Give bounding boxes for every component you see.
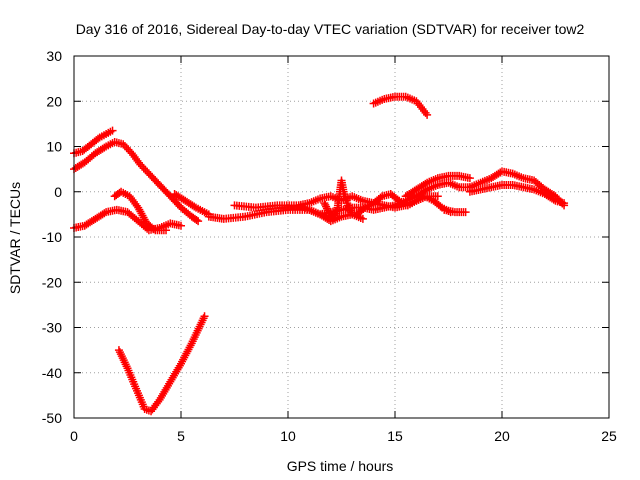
y-tick-label: -10 — [42, 229, 62, 245]
data-point — [346, 206, 355, 215]
data-point — [433, 192, 442, 201]
x-tick-label: 10 — [280, 428, 296, 444]
y-tick-label: -40 — [42, 365, 62, 381]
y-tick-label: -20 — [42, 274, 62, 290]
data-point — [136, 160, 145, 169]
data-point — [108, 126, 117, 135]
data-point — [549, 195, 558, 204]
y-axis-label: SDTVAR / TECUs — [7, 182, 23, 294]
y-tick-label: 20 — [46, 93, 62, 109]
data-point — [328, 214, 337, 223]
x-tick-label: 5 — [177, 428, 185, 444]
data-point — [120, 142, 129, 151]
data-point — [177, 221, 185, 230]
data-point — [320, 199, 329, 208]
series-arc-8 — [294, 201, 367, 226]
data-point — [141, 166, 150, 175]
x-tick-label: 20 — [494, 428, 510, 444]
y-tick-label: 10 — [46, 139, 62, 155]
axis-ticks: 0 5 10 15 20 25 30 20 10 0 -10 -20 -30 -40 -50 — [42, 48, 617, 444]
series-arc-9 — [320, 176, 357, 223]
chart-title: Day 316 of 2016, Sidereal Day-to-day VTE… — [76, 21, 585, 37]
grid — [74, 56, 609, 418]
y-tick-label: -30 — [42, 320, 62, 336]
data-point — [192, 216, 201, 225]
data-point — [322, 202, 331, 211]
data-point — [122, 143, 131, 152]
data-point — [321, 200, 330, 209]
data-point — [329, 213, 338, 222]
data-point — [347, 208, 356, 217]
y-tick-label: 30 — [46, 48, 62, 64]
data-point — [100, 209, 109, 218]
series-arc-16 — [114, 312, 209, 416]
series-arc-4 — [110, 187, 171, 235]
y-tick-label: 0 — [54, 184, 62, 200]
data-point — [560, 199, 569, 208]
series-arc-1 — [70, 126, 117, 158]
x-tick-label: 25 — [601, 428, 617, 444]
data-point — [345, 204, 354, 213]
series-arc-2 — [70, 137, 203, 226]
y-tick-label: -50 — [42, 410, 62, 426]
data-point — [358, 214, 367, 223]
x-tick-label: 0 — [70, 428, 78, 444]
data-point — [344, 203, 353, 212]
series-arc-11 — [401, 171, 474, 201]
data-point — [322, 204, 331, 213]
data-point — [138, 162, 147, 171]
data-point — [119, 140, 128, 149]
series-arc-15 — [369, 92, 432, 119]
series-arc-10 — [352, 190, 455, 219]
series-arc-14 — [465, 180, 569, 208]
data-point — [200, 312, 209, 321]
x-axis-label: GPS time / hours — [287, 458, 394, 474]
data-point — [343, 201, 352, 210]
data-point — [332, 207, 341, 216]
data-point — [149, 224, 158, 233]
x-tick-label: 15 — [387, 428, 403, 444]
data-point — [423, 110, 432, 119]
data-point — [331, 209, 340, 218]
data-points — [70, 92, 569, 416]
series-arc-5 — [170, 190, 213, 219]
data-point — [465, 174, 474, 183]
series-arc-12 — [440, 205, 470, 217]
data-point — [162, 226, 171, 235]
plot-frame — [73, 55, 610, 419]
data-point — [461, 208, 470, 217]
data-point — [124, 145, 133, 154]
data-point — [139, 164, 148, 173]
data-point — [194, 217, 203, 226]
data-point — [330, 211, 339, 220]
